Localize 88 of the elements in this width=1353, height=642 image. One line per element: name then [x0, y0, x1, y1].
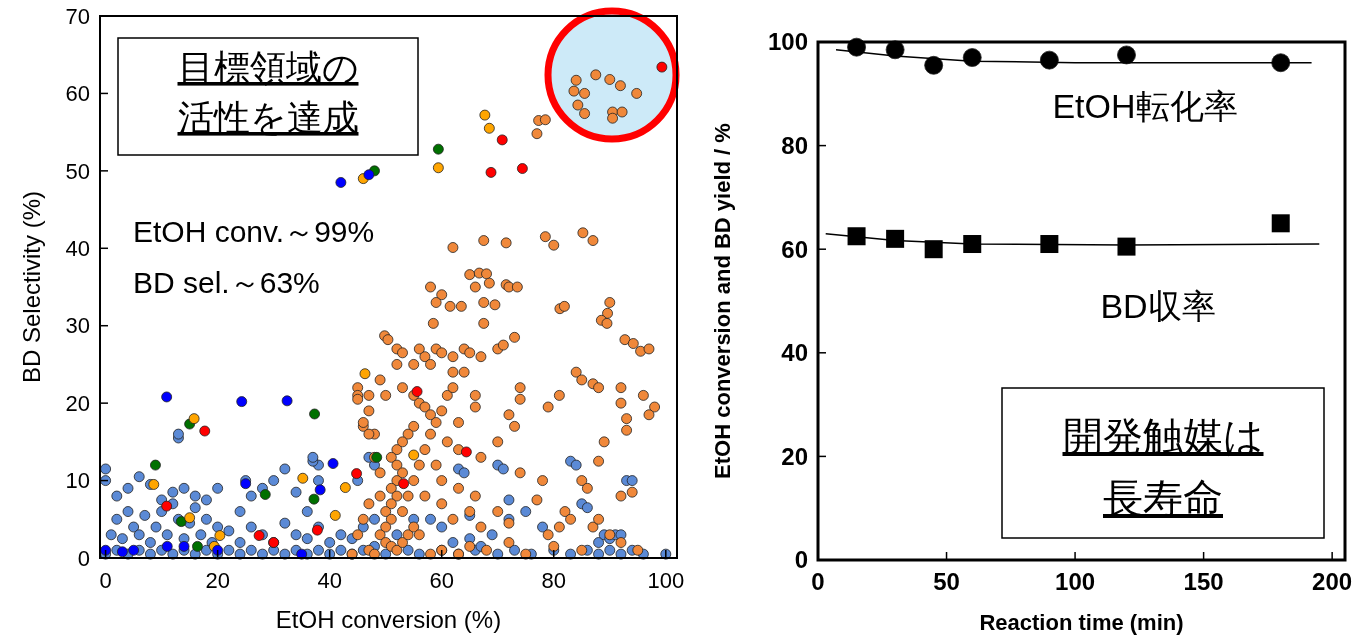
- point: [479, 109, 491, 121]
- point: [236, 396, 248, 407]
- point: [485, 167, 497, 178]
- point: [432, 162, 444, 174]
- point: [128, 544, 140, 556]
- point: [483, 122, 495, 134]
- point: [212, 544, 224, 556]
- point: [150, 459, 161, 471]
- point: [199, 425, 211, 437]
- x-tick-label: 100: [1055, 568, 1096, 595]
- x-tick-label: 150: [1183, 568, 1224, 595]
- point: [516, 163, 528, 174]
- point: [924, 55, 944, 75]
- point: [240, 478, 252, 490]
- series-label: BD収率: [1100, 287, 1216, 325]
- point: [327, 458, 339, 469]
- point: [184, 512, 196, 524]
- point: [253, 530, 265, 541]
- point: [351, 468, 362, 479]
- point: [161, 500, 173, 512]
- y-tick-label: 30: [65, 313, 90, 339]
- x-tick-label: 0: [811, 568, 825, 595]
- point: [214, 530, 226, 541]
- point: [432, 143, 444, 155]
- point: [924, 240, 943, 259]
- point: [308, 493, 320, 505]
- point: [656, 61, 668, 73]
- y-tick-label: 0: [77, 545, 90, 571]
- point: [148, 479, 160, 490]
- point: [192, 540, 203, 552]
- y-axis-title: BD Selectivity (%): [18, 190, 45, 384]
- point: [411, 386, 423, 397]
- x-tick-label: 80: [541, 568, 566, 593]
- point: [962, 48, 982, 67]
- point: [117, 546, 128, 558]
- x-tick-label: 40: [317, 568, 342, 593]
- point: [339, 482, 351, 493]
- y-tick-label: 50: [65, 158, 90, 184]
- y-axis-title: EtOH conversion and BD yield / %: [710, 123, 735, 479]
- y-tick-label: 40: [781, 339, 808, 367]
- y-tick-label: 100: [767, 28, 808, 56]
- point: [296, 548, 308, 560]
- point: [161, 540, 173, 552]
- x-tick-label: 20: [205, 568, 230, 593]
- x-tick-label: 200: [1312, 568, 1353, 595]
- series-label: EtOH転化率: [1052, 87, 1238, 125]
- point: [1039, 50, 1059, 70]
- point: [100, 544, 111, 556]
- point: [297, 472, 309, 484]
- point: [1271, 53, 1291, 73]
- point: [188, 413, 200, 425]
- point: [314, 484, 326, 496]
- point: [178, 540, 190, 552]
- x-tick-label: 50: [933, 568, 960, 595]
- point: [363, 169, 375, 181]
- y-tick-label: 80: [781, 132, 808, 159]
- annotation: BD sel.～63%: [133, 266, 320, 299]
- x-tick-label: 100: [647, 568, 685, 593]
- y-tick-label: 0: [794, 546, 808, 574]
- point: [398, 478, 410, 490]
- point: [1117, 45, 1136, 65]
- point: [886, 229, 905, 248]
- point: [309, 408, 320, 420]
- point: [335, 177, 347, 188]
- x-axis-title: Reaction time (min): [979, 610, 1184, 635]
- point: [281, 395, 293, 407]
- y-tick-label: 60: [781, 235, 808, 263]
- y-tick-label: 60: [65, 81, 90, 107]
- point: [359, 368, 371, 380]
- point: [161, 391, 173, 403]
- annotation: EtOH conv.～99%: [133, 215, 375, 248]
- x-axis-title: EtOH conversion (%): [275, 606, 502, 633]
- point: [460, 446, 472, 458]
- x-tick-label: 60: [429, 568, 454, 593]
- point: [496, 134, 508, 146]
- y-tick-label: 70: [65, 3, 90, 29]
- y-tick-label: 20: [65, 390, 90, 416]
- point: [329, 510, 341, 521]
- point: [847, 227, 866, 246]
- point: [963, 235, 982, 254]
- point: [259, 489, 271, 500]
- point: [1040, 235, 1059, 254]
- point: [408, 449, 420, 461]
- x-tick-label: 0: [99, 568, 112, 593]
- y-tick-label: 20: [781, 442, 808, 470]
- y-tick-label: 10: [65, 468, 90, 494]
- y-tick-label: 40: [65, 235, 90, 261]
- point: [1271, 214, 1290, 233]
